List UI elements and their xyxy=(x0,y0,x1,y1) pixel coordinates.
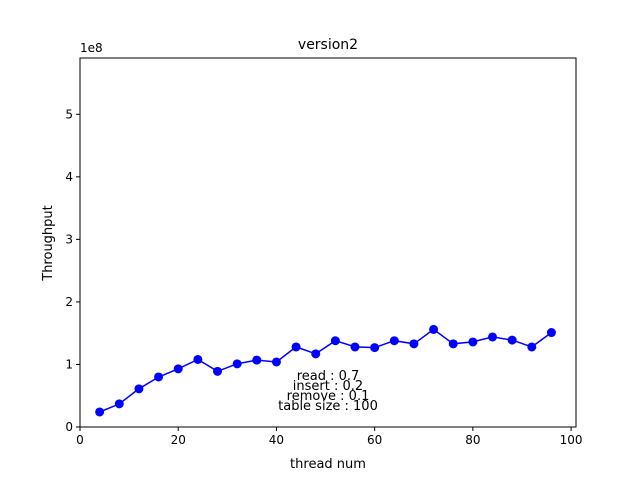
data-point xyxy=(448,339,458,349)
y-tick-label: 1 xyxy=(65,357,73,371)
data-point xyxy=(232,359,242,369)
y-tick-label: 4 xyxy=(65,170,73,184)
data-point xyxy=(488,332,498,342)
data-point xyxy=(271,357,281,367)
data-point xyxy=(409,339,419,349)
data-point xyxy=(154,372,164,382)
data-point xyxy=(193,354,203,364)
data-point xyxy=(527,342,537,352)
data-point xyxy=(389,336,399,346)
x-axis-label: thread num xyxy=(290,457,366,472)
x-tick-label: 20 xyxy=(171,433,186,447)
data-point xyxy=(311,349,321,359)
annotation-line: insert : 0.2 xyxy=(293,379,363,394)
data-point xyxy=(134,384,144,394)
y-tick-label: 3 xyxy=(65,232,73,246)
y-tick-label: 2 xyxy=(65,295,73,309)
y-tick-label: 0 xyxy=(65,420,73,434)
y-axis-label: Throughput xyxy=(41,205,56,282)
data-point xyxy=(546,328,556,338)
data-point xyxy=(468,337,478,347)
data-point xyxy=(95,407,105,417)
data-series xyxy=(95,324,556,417)
data-point xyxy=(370,343,380,353)
plot-frame xyxy=(79,57,577,428)
annotation-line: read : 0.7 xyxy=(297,369,360,384)
data-point xyxy=(507,335,517,345)
data-point xyxy=(213,366,223,376)
data-point xyxy=(114,399,124,409)
y-axis-offset-label: 1e8 xyxy=(80,41,103,55)
x-tick-label: 80 xyxy=(465,433,480,447)
axis-ticks: 0 20 40 60 80 100 0 1 2 3 4 5 xyxy=(65,107,582,447)
data-point xyxy=(173,364,183,374)
y-tick-label: 5 xyxy=(65,107,73,121)
x-tick-label: 60 xyxy=(367,433,382,447)
data-point xyxy=(350,342,360,352)
annotation-line: remove : 0.1 xyxy=(287,389,370,404)
x-tick-label: 40 xyxy=(269,433,284,447)
data-point xyxy=(252,355,262,365)
data-point xyxy=(429,324,439,334)
chart-title: version2 xyxy=(298,37,358,53)
annotation-line: table size : 100 xyxy=(278,399,378,414)
data-point xyxy=(291,342,301,352)
data-point xyxy=(330,336,340,346)
x-tick-label: 0 xyxy=(76,433,84,447)
x-tick-label: 100 xyxy=(560,433,583,447)
